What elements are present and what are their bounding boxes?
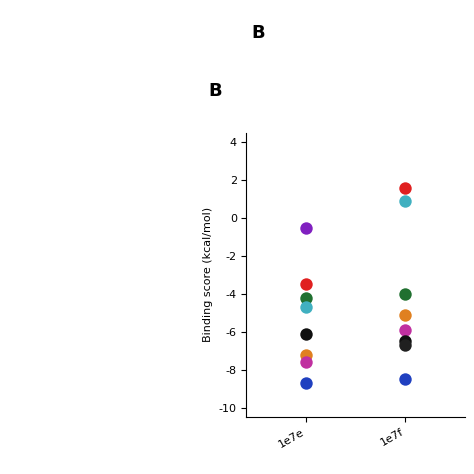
Point (401, 311, 409, 319)
Text: B: B (251, 24, 265, 42)
Point (302, 358, 310, 366)
Point (302, 281, 310, 288)
Y-axis label: Binding score (kcal/mol): Binding score (kcal/mol) (203, 207, 213, 343)
Point (302, 224, 310, 231)
Point (401, 197, 409, 205)
Point (401, 326, 409, 334)
Point (401, 290, 409, 298)
Point (401, 341, 409, 349)
Point (401, 375, 409, 383)
Point (302, 351, 310, 358)
Point (401, 184, 409, 191)
Point (302, 294, 310, 301)
Point (302, 379, 310, 387)
Point (302, 303, 310, 311)
Point (401, 337, 409, 345)
Point (302, 330, 310, 337)
Text: B: B (209, 82, 222, 100)
